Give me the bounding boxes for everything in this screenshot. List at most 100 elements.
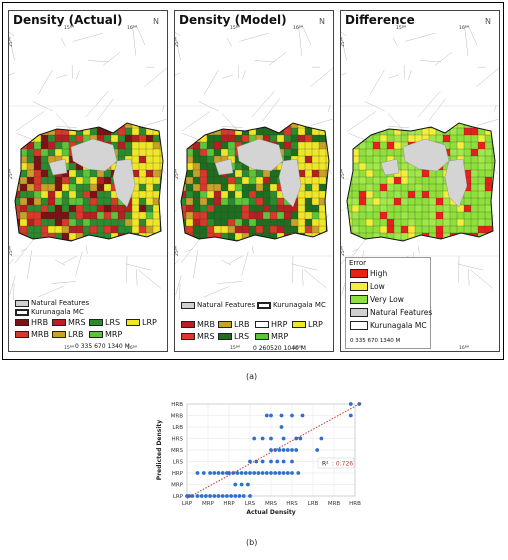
legend-label: Natural Features [370,308,432,317]
north-arrow-icon: N [319,17,325,26]
legend-mc-label: Kurunagala MC [273,301,326,309]
data-point [301,414,305,418]
data-point [265,471,269,475]
legend-swatch [350,269,368,278]
svg-text:25ᴮᴹ: 25ᴮᴹ [175,245,180,256]
y-tick-label: MRP [171,483,184,489]
x-tick-label: LRB [308,501,319,507]
legend-item-hrp: HRP [255,320,287,329]
legend-natural-label: Natural Features [31,299,89,307]
data-point [190,494,194,498]
legend-label: Kurunagala MC [370,321,427,330]
x-axis-label: Actual Density [246,509,295,516]
data-point [290,448,294,452]
data-point [294,437,298,441]
legend-item-error: Natural Features [350,308,432,317]
panel-title-actual: Density (Actual) [13,13,123,27]
legend-item-error: Low [350,282,385,291]
legend-code: LRP [142,318,157,327]
data-point [290,460,294,464]
legend-code: MRS [68,318,86,327]
x-tick-label: LRP [182,501,193,507]
legend-item-error: High [350,269,387,278]
y-axis-label: Predicted Density [156,420,163,480]
y-tick-label: MRB [171,414,184,420]
y-tick-label: LRS [173,460,184,466]
data-point [286,448,290,452]
legend-item-mrb: MRB [15,330,49,339]
data-point [275,460,279,464]
data-point [296,471,300,475]
legend-error-heading: Error [349,259,366,267]
data-point [315,448,319,452]
scatter-chart: LRPLRPMRPMRPHRPHRPLRSLRSMRSMRSHRSHRSLRBL… [0,390,508,560]
r2-label: R² [322,461,329,468]
legend-code: LRS [234,332,249,341]
data-point [221,494,225,498]
legend-swatch [181,333,195,340]
data-point [225,494,229,498]
data-point [257,471,261,475]
legend-difference: Error High Low Very Low Natural Features Kur… [345,257,431,349]
legend-item-error: Very Low [350,295,404,304]
data-point [280,414,284,418]
y-tick-label: LRB [172,425,183,431]
legend-item-hrb: HRB [15,318,48,327]
legend-item-lrp: LRP [126,318,157,327]
svg-text:25ᴮᴹ: 25ᴮᴹ [175,36,180,47]
legend-code: MRB [197,320,215,329]
legend-code: MRB [31,330,49,339]
legend-item-lrb: LRB [52,330,84,339]
svg-text:25ᴮᴹ: 25ᴮᴹ [341,168,346,179]
data-point [265,414,269,418]
data-point [290,471,294,475]
svg-text:16ᴮᴹ: 16ᴮᴹ [459,25,470,31]
legend-swatch [52,331,66,338]
data-point [208,494,212,498]
data-point [294,448,298,452]
data-point [282,437,286,441]
legend-swatch [126,319,140,326]
data-point [227,471,231,475]
data-point [196,471,200,475]
data-point [217,494,221,498]
data-point [273,471,277,475]
svg-text:25ᴮᴹ: 25ᴮᴹ [341,245,346,256]
x-tick-label: MRP [202,501,215,507]
data-point [280,425,284,429]
data-point [217,471,221,475]
legend-swatch [255,333,269,340]
y-tick-label: MRS [171,448,184,454]
legend-swatch [292,321,306,328]
legend-label: Very Low [370,295,404,304]
data-point [286,471,290,475]
data-point [269,437,273,441]
x-tick-label: MRB [328,501,341,507]
legend-code: LRP [308,320,323,329]
data-point [261,460,265,464]
legend-mc-label: Kurunagala MC [31,308,84,316]
data-point [349,414,353,418]
data-point [204,494,208,498]
svg-text:25ᴮᴹ: 25ᴮᴹ [9,245,14,256]
legend-code: MRP [105,330,122,339]
legend-item-lrs: LRS [218,332,249,341]
data-point [221,471,225,475]
panel-title-difference: Difference [345,13,415,27]
legend-natural-label: Natural Features [197,301,255,309]
data-point [196,494,200,498]
data-point [202,471,206,475]
data-point [290,414,294,418]
legend-swatch [181,321,195,328]
data-point [278,471,282,475]
svg-text:25ᴮᴹ: 25ᴮᴹ [9,168,14,179]
x-tick-label: HRP [223,501,235,507]
y-tick-label: HRP [172,471,184,477]
data-point [269,471,273,475]
data-point [269,460,273,464]
data-point [244,471,248,475]
data-point [278,448,282,452]
